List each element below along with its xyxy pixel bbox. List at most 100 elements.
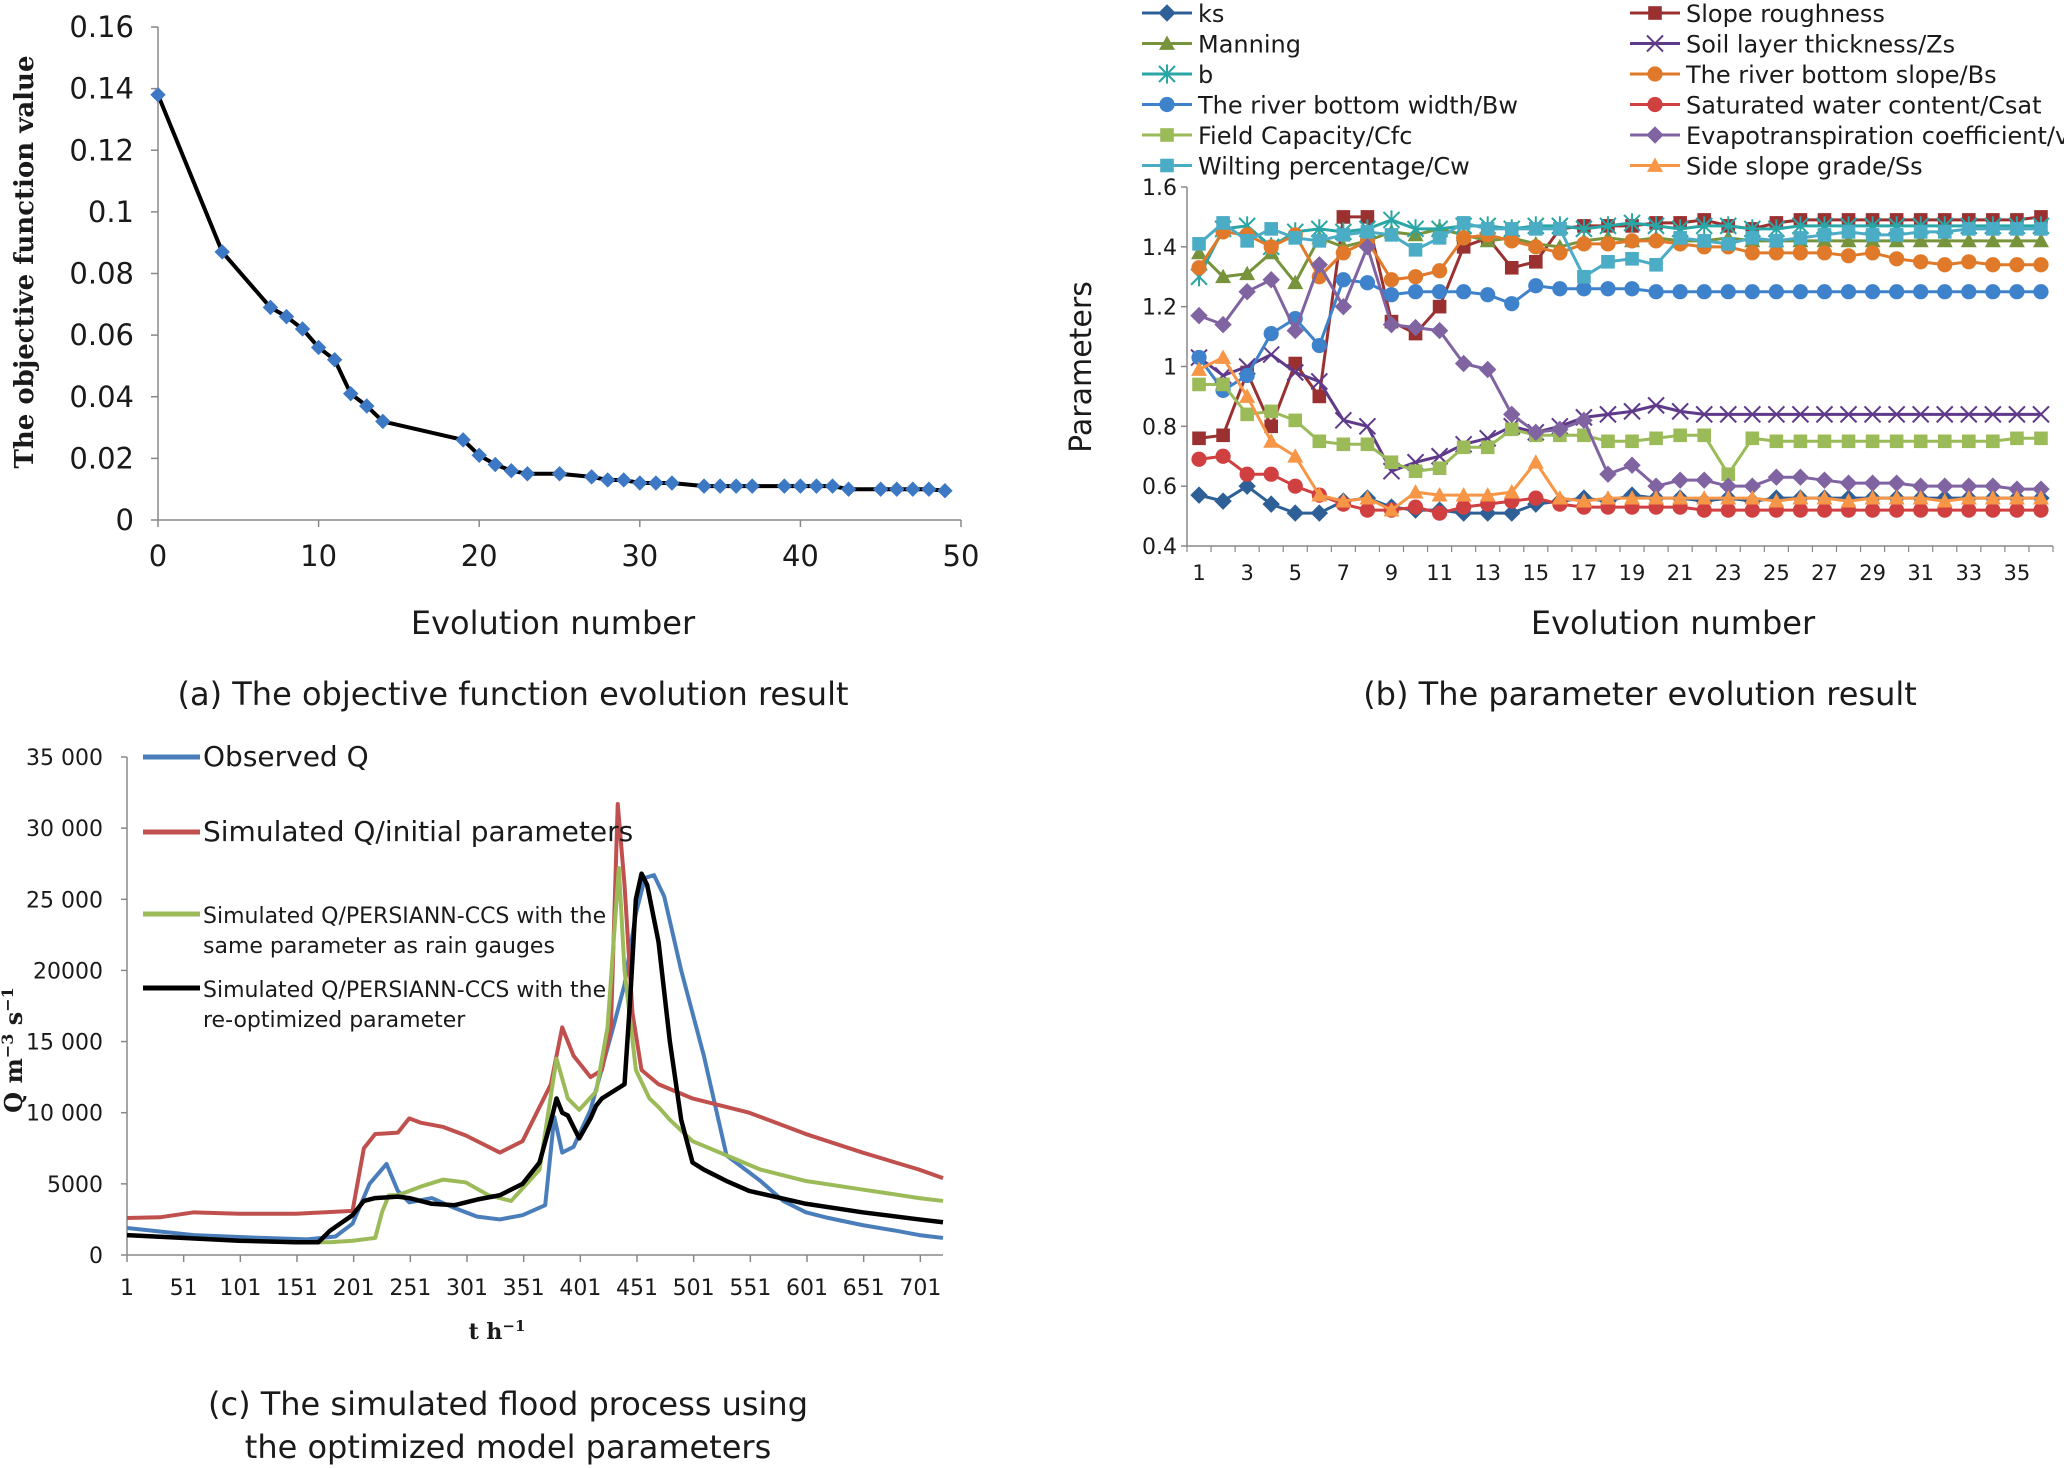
param-point-9 (1310, 256, 1329, 274)
param-point-11 (1792, 490, 1809, 505)
legend-marker-2 (1159, 35, 1175, 50)
legend-marker-0 (1158, 4, 1176, 22)
marker-stroke (1334, 411, 1353, 430)
param-point-8 (1336, 437, 1351, 452)
caption-a: (a) The objective function evolution res… (178, 675, 849, 713)
param-point-1 (1336, 210, 1351, 224)
param-point-8 (1216, 377, 1230, 392)
param-point-5 (1504, 233, 1520, 249)
legend-marker-4 (1158, 64, 1176, 84)
param-point-9 (1551, 420, 1569, 439)
objective-point (150, 87, 166, 103)
y-tick-label-a: 0.06 (69, 318, 134, 352)
param-point-11 (1239, 388, 1256, 403)
param-point-10 (1192, 237, 1206, 251)
objective-point (808, 478, 825, 494)
param-point-11 (1816, 490, 1833, 505)
param-point-6 (1889, 284, 1905, 300)
objective-point (937, 483, 953, 499)
param-point-9 (1936, 477, 1954, 495)
param-point-11 (1407, 484, 1424, 499)
x-tick-label-b: 33 (1955, 561, 1982, 585)
param-point-8 (1913, 434, 1928, 449)
param-point-5 (1792, 245, 1809, 261)
x-tick-label-a: 30 (621, 539, 658, 573)
objective-point (905, 481, 921, 497)
legend-label-c-3: Simulated Q/PERSIANN-CCS with the (203, 978, 606, 1003)
objective-point (872, 481, 889, 497)
x-tick-label-b: 13 (1474, 561, 1501, 585)
y-tick-label-a: 0.1 (88, 195, 134, 229)
y-tick-label-b: 0.6 (1142, 475, 1177, 500)
param-point-5 (1913, 254, 1929, 270)
flow-line-1 (126, 801, 944, 1221)
objective-point (616, 472, 632, 488)
x-tick-label-b: 29 (1859, 561, 1886, 585)
param-point-6 (1311, 337, 1327, 354)
param-point-11 (1191, 361, 1208, 376)
param-point-1 (1312, 389, 1327, 404)
param-point-10 (1312, 234, 1327, 248)
param-point-9 (1527, 423, 1545, 442)
param-point-5 (1864, 245, 1881, 261)
param-point-4 (1647, 216, 1665, 236)
y-tick-label-c: 20000 (33, 959, 103, 984)
param-point-10 (1553, 222, 1567, 236)
param-point-6 (1792, 284, 1809, 300)
param-point-3 (1743, 405, 1762, 424)
param-point-11 (1215, 349, 1232, 364)
param-point-7 (1816, 502, 1833, 518)
param-point-6 (1576, 281, 1592, 297)
legend-c: Observed Q Simulated Q/initial parameters… (143, 740, 633, 1033)
x-tick-label-c: 251 (389, 1276, 431, 1301)
param-point-9 (1382, 315, 1401, 334)
param-point-3 (1358, 417, 1377, 436)
x-tick-label-b: 11 (1426, 561, 1453, 585)
param-point-1 (1529, 254, 1543, 269)
param-point-7 (1431, 505, 1448, 521)
param-point-10 (1673, 231, 1687, 245)
flow-line-2 (126, 865, 944, 1245)
legend-b: ks Slope roughness Manning Soil layer thick… (1142, 0, 2064, 181)
param-point-5 (2009, 257, 2025, 273)
param-point-7 (1287, 478, 1303, 494)
x-tick-label-b: 19 (1619, 561, 1646, 585)
param-point-10 (1986, 222, 2000, 236)
param-point-6 (1864, 284, 1881, 300)
x-axis-ticks-b: 1 3 5 7 9 11 13 15 17 19 21 23 25 27 29 31 33 35 (1186, 546, 2054, 585)
param-point-9 (1695, 471, 1713, 489)
legend-label-1: Slope roughness (1686, 0, 1885, 28)
param-point-1 (1432, 299, 1447, 314)
plot-area-c (126, 757, 944, 1256)
objective-point (889, 481, 905, 497)
marker-stroke (1310, 372, 1329, 391)
legend-marker-6 (1159, 96, 1175, 113)
x-tick-label-b: 23 (1715, 561, 1742, 585)
param-point-6 (1937, 284, 1953, 300)
param-point-0 (1503, 504, 1521, 522)
x-tick-label-a: 0 (149, 539, 167, 573)
param-point-8 (1312, 434, 1327, 449)
y-tick-label-a: 0.12 (69, 133, 134, 167)
y-tick-label-c: 10 000 (26, 1102, 103, 1127)
objective-point (648, 475, 664, 491)
param-point-7 (1985, 502, 2001, 518)
legend-label-9: Evapotranspiration coefficient/v (1686, 122, 2064, 150)
param-point-2 (1960, 232, 1977, 248)
param-point-11 (1431, 487, 1448, 502)
param-point-4 (1695, 216, 1713, 236)
marker-stroke (1960, 405, 1978, 424)
param-point-9 (1358, 238, 1377, 256)
marker-stroke (1863, 405, 1882, 424)
param-point-11 (1383, 502, 1400, 517)
y-tick-label-b: 1 (1163, 356, 1177, 381)
x-tick-label-b: 21 (1667, 561, 1694, 585)
marker-stroke (1671, 402, 1689, 421)
param-point-5 (2033, 257, 2049, 273)
x-tick-label-c: 51 (170, 1276, 198, 1301)
objective-point (359, 398, 375, 414)
param-point-2 (1287, 274, 1304, 290)
objective-point (375, 413, 391, 430)
param-point-8 (1601, 434, 1615, 449)
legend-marker-10 (1160, 158, 1174, 173)
